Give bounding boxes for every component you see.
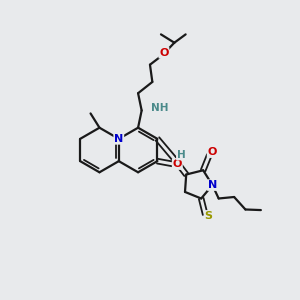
Text: S: S [205, 211, 213, 221]
Text: N: N [208, 180, 217, 190]
Text: O: O [172, 159, 182, 169]
Text: H: H [177, 150, 185, 160]
Text: O: O [159, 48, 169, 58]
Text: O: O [208, 147, 217, 157]
Text: NH: NH [151, 103, 169, 113]
Text: N: N [114, 134, 123, 144]
